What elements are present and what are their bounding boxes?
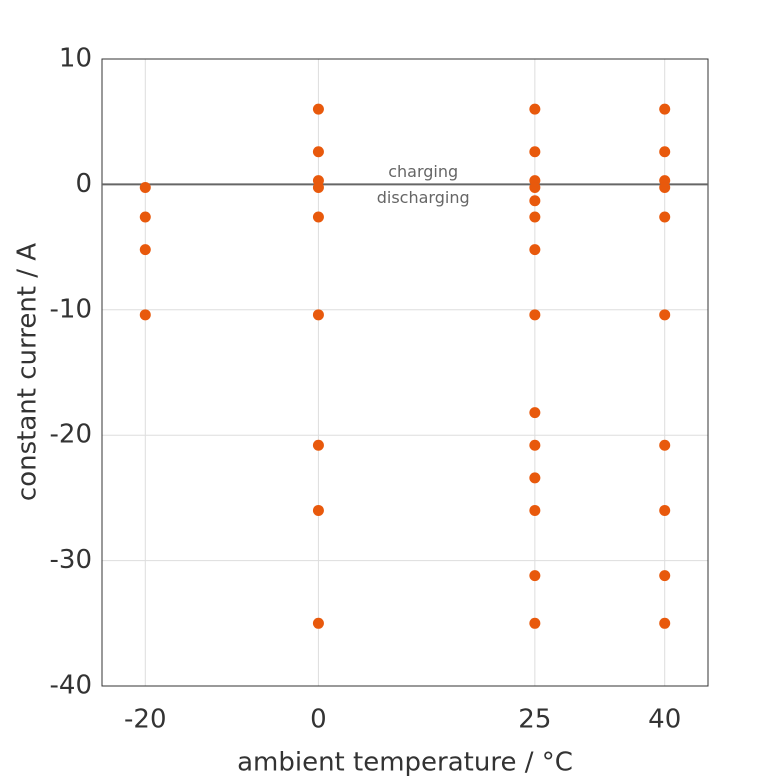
annotation: discharging (377, 188, 470, 207)
data-point (529, 211, 541, 223)
data-point (529, 570, 541, 582)
data-point (529, 244, 541, 256)
data-point (139, 244, 151, 256)
data-point (659, 309, 671, 321)
data-point (312, 309, 324, 321)
data-point (659, 439, 671, 451)
data-point (659, 570, 671, 582)
data-point (312, 439, 324, 451)
data-point (312, 617, 324, 629)
y-tick-label: 10 (59, 44, 92, 74)
plot-frame (101, 58, 709, 687)
y-tick-label: 0 (75, 169, 92, 199)
data-point (529, 309, 541, 321)
y-tick-label: -10 (50, 294, 92, 324)
data-point (312, 182, 324, 194)
data-point (529, 103, 541, 115)
annotation: charging (388, 162, 458, 181)
data-point (312, 504, 324, 516)
data-point (659, 146, 671, 158)
x-tick-label: 0 (310, 705, 327, 735)
y-axis-label: constant current / A (13, 243, 43, 501)
y-tick-label: -20 (50, 420, 92, 450)
x-axis-label: ambient temperature / °C (237, 748, 573, 778)
data-point (529, 182, 541, 194)
data-point (529, 407, 541, 419)
data-point (139, 309, 151, 321)
data-point (529, 617, 541, 629)
x-tick-label: 40 (648, 705, 681, 735)
data-point (139, 211, 151, 223)
data-point (139, 182, 151, 194)
data-point (529, 439, 541, 451)
data-point (312, 146, 324, 158)
y-tick-label: -40 (50, 671, 92, 701)
data-point (312, 103, 324, 115)
data-point (659, 211, 671, 223)
data-point (659, 103, 671, 115)
data-point (312, 211, 324, 223)
x-tick-label: -20 (124, 705, 166, 735)
y-tick-label: -30 (50, 545, 92, 575)
x-tick-label: 25 (518, 705, 551, 735)
data-point (529, 504, 541, 516)
data-point (529, 146, 541, 158)
data-point (529, 472, 541, 484)
data-point (659, 182, 671, 194)
data-point (659, 617, 671, 629)
data-point (659, 504, 671, 516)
data-point (529, 195, 541, 207)
